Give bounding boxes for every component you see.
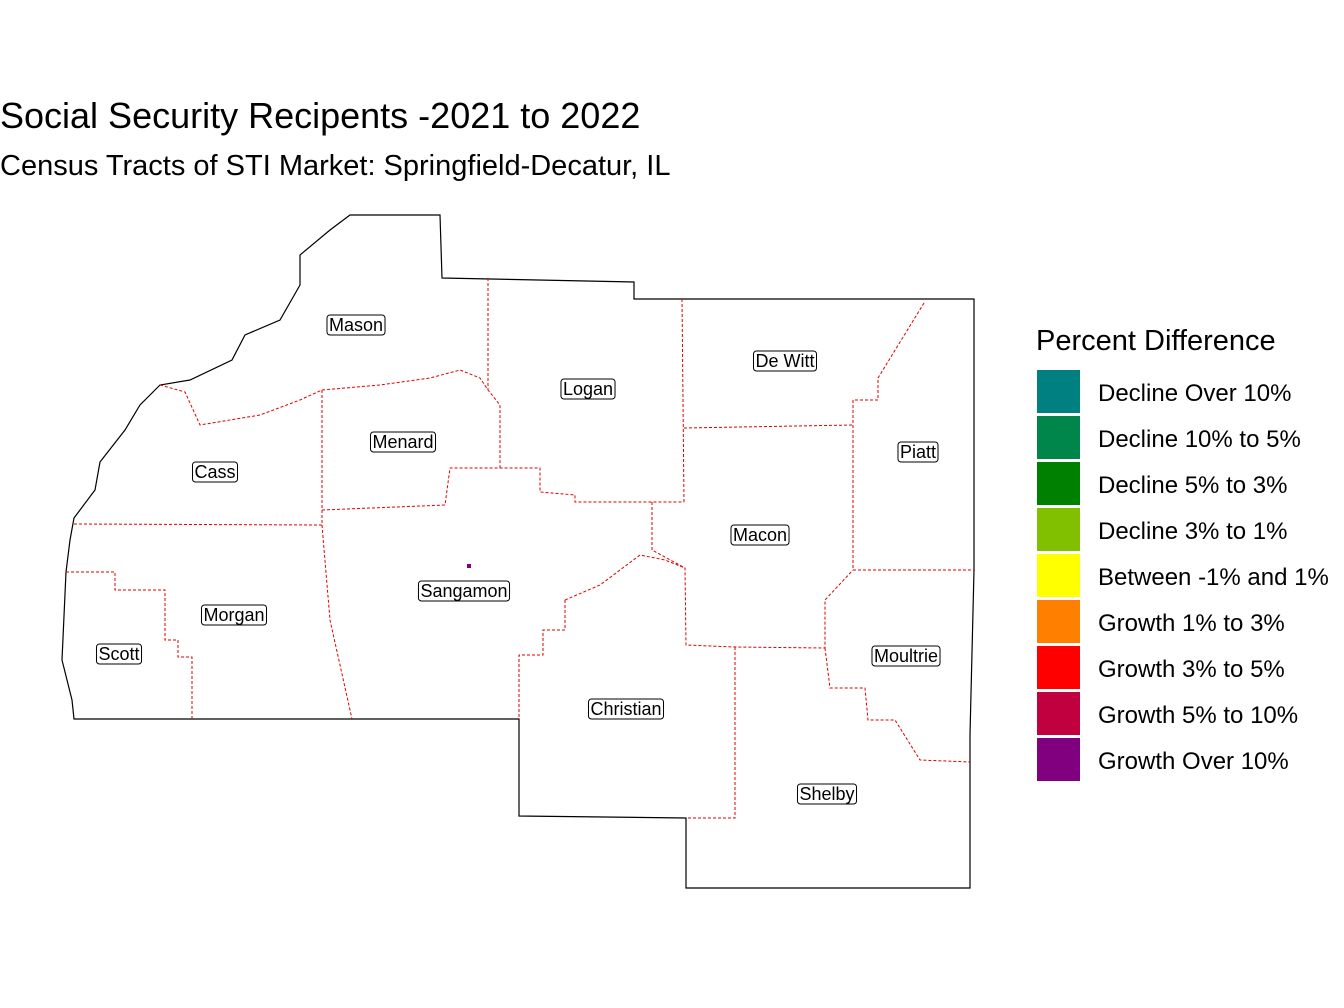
legend-swatch [1037,738,1080,781]
title: Social Security Recipents -2021 to 2022 [0,95,640,136]
tract [467,564,471,568]
legend-label: Decline 5% to 3% [1098,472,1287,499]
county-label-box [897,441,939,463]
county-label-box [95,643,143,665]
legend-label: Decline 3% to 1% [1098,518,1287,545]
county-label: Shelby [799,784,854,804]
boundary [159,369,501,468]
county-label-box [752,350,818,372]
subtitle: Census Tracts of STI Market: Springfield… [0,150,670,182]
county-label: Menard [372,432,433,452]
boundary [651,502,854,649]
legend-swatch [1037,508,1080,551]
legend-swatch [1037,692,1080,735]
county-label-box [730,524,790,546]
legend-label: Decline 10% to 5% [1098,426,1301,453]
legend-label: Growth 5% to 10% [1098,702,1298,729]
legend-swatch [1037,600,1080,643]
legend-swatch [1037,554,1080,597]
county-label-box [191,461,239,483]
legend-swatch [1037,370,1080,413]
legend-title: Percent Difference [1036,325,1276,357]
legend-swatch [1037,646,1080,689]
boundary [321,467,684,511]
boundary [852,302,974,571]
county-label: Moultrie [874,646,938,666]
county-label-box [417,580,511,602]
county-label: Morgan [203,605,264,625]
county-label: De Witt [755,351,814,371]
boundary [681,298,854,503]
county-label-box [587,698,665,720]
legend-label: Growth 3% to 5% [1098,656,1285,683]
county-label-box [871,645,941,667]
county-label-box [200,604,268,626]
county-label: Cass [194,462,235,482]
county-label-box [369,431,437,453]
county-label: Piatt [900,442,936,462]
legend-label: Decline Over 10% [1098,380,1291,407]
boundary [73,390,323,526]
market-outline [61,214,975,889]
legend-swatch [1037,462,1080,505]
county-label: Macon [733,525,787,545]
boundary [66,571,193,719]
counties-boundaries [61,214,975,889]
county-label: Sangamon [420,581,507,601]
legend-label: Growth Over 10% [1098,748,1289,775]
boundary [321,524,353,720]
county-label: Scott [98,644,139,664]
county-label-box [796,783,858,805]
boundary [686,647,736,819]
boundary [824,647,971,763]
county-label: Mason [329,315,383,335]
boundary [518,554,686,719]
legend-label: Between -1% and 1% [1098,564,1329,591]
county-label: Christian [590,699,661,719]
legend-label: Growth 1% to 3% [1098,610,1285,637]
legend-swatch [1037,416,1080,459]
county-label-box [326,314,386,336]
county-label: Logan [563,379,613,399]
county-label-box [560,378,616,400]
